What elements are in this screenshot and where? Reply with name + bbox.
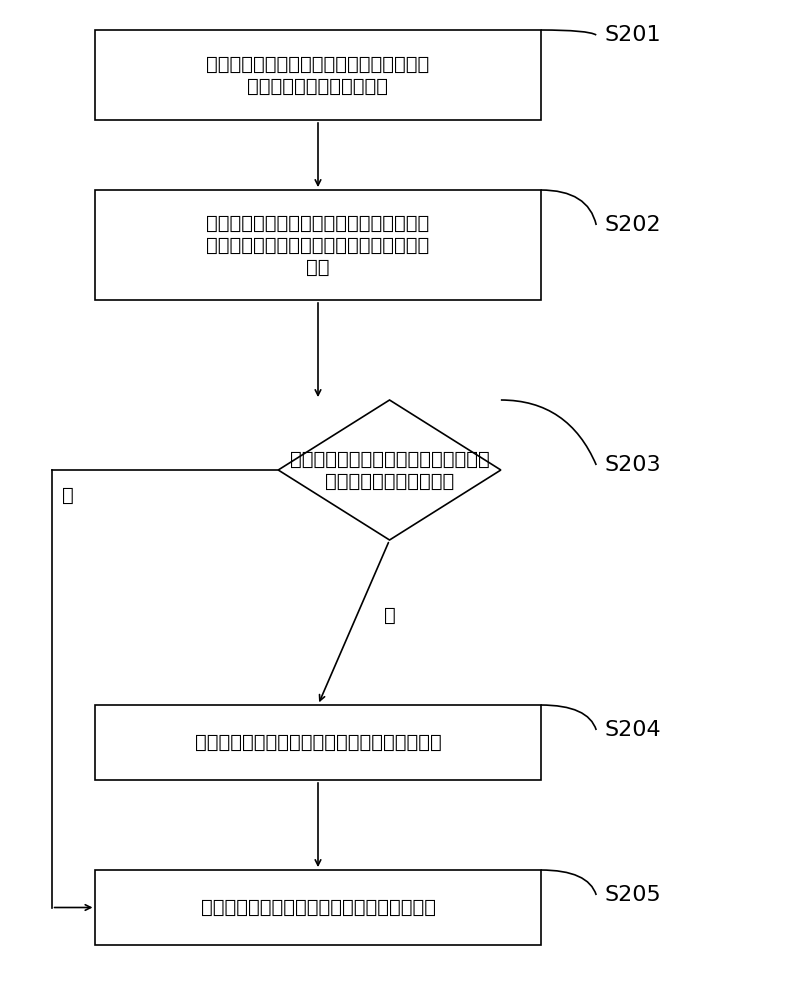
Text: 分支机构中的一台或者多台远程客户端向数
据中心服务器发送内容请求: 分支机构中的一台或者多台远程客户端向数 据中心服务器发送内容请求: [207, 54, 429, 96]
Text: S203: S203: [604, 455, 661, 475]
Text: S202: S202: [604, 215, 661, 235]
FancyBboxPatch shape: [95, 870, 541, 945]
Polygon shape: [278, 400, 501, 540]
Text: 远程客户端根据内容信息判断请求的内
容是否在本地存储设备中: 远程客户端根据内容信息判断请求的内 容是否在本地存储设备中: [289, 450, 490, 490]
Text: S204: S204: [604, 720, 661, 740]
Text: 远程客户端从本地存储设备中读取请求的内容: 远程客户端从本地存储设备中读取请求的内容: [200, 898, 436, 917]
Text: 是: 是: [384, 605, 395, 624]
Text: 数据中心服务器将请求的内容写入本地存储设备: 数据中心服务器将请求的内容写入本地存储设备: [195, 733, 441, 752]
FancyBboxPatch shape: [95, 705, 541, 780]
Text: 否: 否: [62, 486, 73, 504]
FancyBboxPatch shape: [95, 190, 541, 300]
Text: S205: S205: [604, 885, 661, 905]
Text: S201: S201: [604, 25, 661, 45]
FancyBboxPatch shape: [95, 30, 541, 120]
Text: 数据中心服务器接收内容请求，根据请求的
内容生成相应的内容信息，并发送至远程客
户端: 数据中心服务器接收内容请求，根据请求的 内容生成相应的内容信息，并发送至远程客 …: [207, 214, 429, 276]
